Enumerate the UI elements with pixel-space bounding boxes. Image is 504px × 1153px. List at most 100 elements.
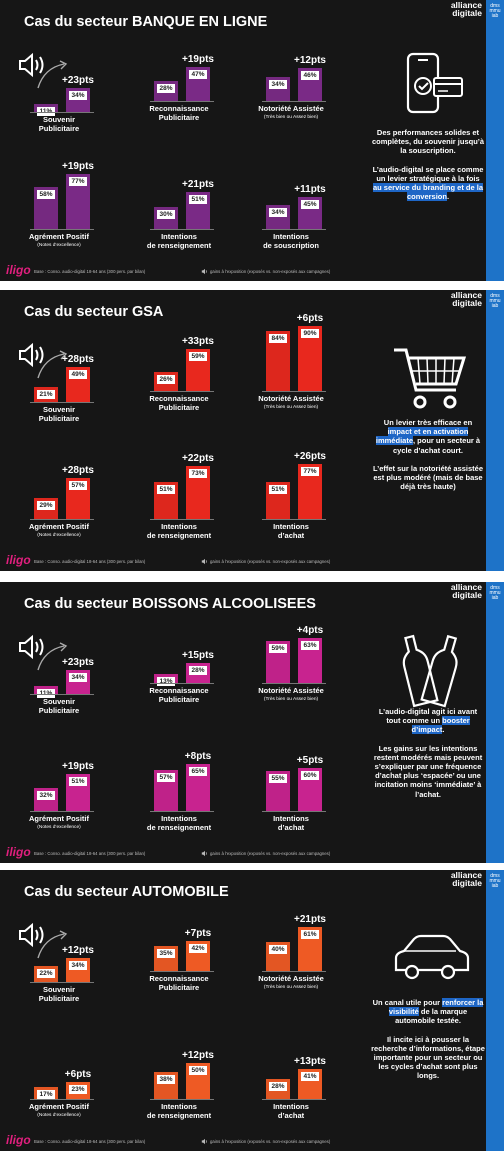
commentary-paragraph: Un canal utile pour renforcer la visibil… <box>371 998 485 1026</box>
panel-1: Cas du secteur BANQUE EN LIGNE alliance di… <box>0 0 504 281</box>
category-sublabel: (Notes d’excellence) <box>37 825 81 830</box>
category-label: Notoriété Assistée <box>258 394 324 403</box>
bar-value-label: 51% <box>269 485 287 495</box>
speaker-icon <box>201 558 207 565</box>
bar-value-label: 34% <box>269 79 287 89</box>
bar-value-label: 58% <box>37 190 55 200</box>
bar-value-label: 90% <box>301 329 319 339</box>
bar-value-label: 51% <box>189 195 207 205</box>
baseline <box>30 112 94 113</box>
category-label: Intentions de renseignement <box>146 1102 212 1120</box>
speaker-icon <box>201 1138 207 1145</box>
category-label: Souvenir Publicitaire <box>38 697 80 715</box>
baseline <box>30 694 94 695</box>
bar-value-label: 11% <box>37 107 55 116</box>
baseline <box>150 101 214 102</box>
gain-label: +12pts <box>182 1050 214 1061</box>
baseline <box>262 971 326 972</box>
side-commentary: L’audio-digital agit ici avant tout comm… <box>371 707 485 808</box>
gain-arrow-icon <box>37 930 68 959</box>
gain-label: +28pts <box>62 353 94 365</box>
bar-value-label: 84% <box>269 333 287 343</box>
bar-value-label: 45% <box>301 199 319 209</box>
baseline <box>150 811 214 812</box>
panel-title: Cas du secteur BOISSONS ALCOOLISEES <box>24 596 316 612</box>
category-label: Intentions d’achat <box>273 522 309 540</box>
bar-value-label: 28% <box>269 1081 287 1091</box>
baseline <box>150 1099 214 1100</box>
category-label: Agrément Positif <box>28 814 89 823</box>
strip-logos: dms mmu iab <box>489 3 501 19</box>
alliance-digitale-logo: alliance digitale <box>450 290 482 307</box>
bar-value-label: 51% <box>69 777 87 787</box>
base-note: Base : Conso. audio-digital 18-64 ans (3… <box>34 269 146 274</box>
category-label: Reconnaissance Publicitaire <box>149 974 209 992</box>
bar-value-label: 40% <box>269 945 287 955</box>
gain-label: +7pts <box>184 927 212 939</box>
baseline <box>30 229 94 230</box>
gain-label: +5pts <box>296 754 324 766</box>
commentary-text: , pour un secteur à cycle d’achat court. <box>392 436 481 455</box>
bar-value-label: 22% <box>37 969 55 979</box>
bar-value-label: 41% <box>301 1072 319 1082</box>
bottles-icon <box>402 634 458 708</box>
gain-label: +28pts <box>62 464 94 476</box>
commentary-text: L’effet sur la notoriété assistée est pl… <box>372 463 484 492</box>
gain-legend-note: gains à l'exposition (exposés vs. non-ex… <box>210 1139 331 1144</box>
category-label: Reconnaissance Publicitaire <box>149 104 209 122</box>
bar-value-label: 49% <box>69 369 87 379</box>
commentary-text: Un canal utile pour <box>372 998 443 1007</box>
gain-label: +33pts <box>182 335 214 347</box>
category-label: Agrément Positif <box>28 1102 89 1111</box>
category-sublabel: (Notes d’excellence) <box>37 1113 81 1118</box>
base-note: Base : Conso. audio-digital 18-64 ans (3… <box>34 1139 146 1144</box>
baseline <box>30 982 94 983</box>
gain-label: +6pts <box>64 1069 92 1081</box>
commentary-text: Un levier très efficace en <box>383 418 473 427</box>
category-label: Souvenir Publicitaire <box>38 985 80 1003</box>
iligo-logo: iligo <box>6 845 31 859</box>
bar-value-label: 77% <box>301 466 319 476</box>
side-strip: dms mmu iab <box>486 0 504 281</box>
speaker-icon <box>201 268 207 275</box>
brand-line: digitale <box>452 589 482 600</box>
gain-label: +6pts <box>296 313 324 325</box>
shopping-cart-icon <box>394 348 467 409</box>
baseline <box>262 683 326 684</box>
gain-label: +21pts <box>182 179 214 191</box>
bar-value-label: 47% <box>189 70 207 80</box>
gain-arrow-icon <box>37 350 68 379</box>
category-label: Intentions de renseignement <box>146 232 212 250</box>
alliance-digitale-logo: alliance digitale <box>451 583 482 600</box>
bar-value-label: 42% <box>189 943 207 953</box>
category-sublabel: (Notes d’excellence) <box>37 243 81 248</box>
gain-label: +12pts <box>62 944 94 956</box>
bar-value-label: 57% <box>69 480 87 490</box>
brand-line: digitale <box>452 7 482 18</box>
speaker-icon <box>19 922 44 948</box>
baseline <box>30 1099 94 1100</box>
baseline <box>262 101 326 102</box>
bar-value-label: 46% <box>301 70 319 80</box>
category-sublabel: (Très bien ou Assez bien) <box>263 697 319 702</box>
bar-value-label: 61% <box>301 930 319 940</box>
speaker-icon <box>19 52 44 78</box>
iligo-logo: iligo <box>6 263 31 277</box>
category-label: Agrément Positif <box>28 522 89 531</box>
category-label: Notoriété Assistée <box>258 686 324 695</box>
bar-value-label: 28% <box>157 83 175 93</box>
side-commentary: Un canal utile pour renforcer la visibil… <box>371 998 485 1090</box>
baseline <box>262 391 326 392</box>
gain-legend-note: gains à l'exposition (exposés vs. non-ex… <box>210 559 331 564</box>
brand-line: alliance <box>450 0 482 10</box>
bar-value-label: 30% <box>157 210 175 220</box>
bar-value-label: 17% <box>37 1089 55 1099</box>
strip-logos: dms mmu iab <box>489 873 501 889</box>
gain-arrow-icon <box>37 60 68 89</box>
brand-line: alliance <box>450 290 482 300</box>
phone-card-icon <box>406 52 463 114</box>
baseline <box>150 971 214 972</box>
baseline <box>262 1099 326 1100</box>
bar-value-label: 34% <box>69 672 87 682</box>
bar-value-label: 77% <box>69 176 87 186</box>
